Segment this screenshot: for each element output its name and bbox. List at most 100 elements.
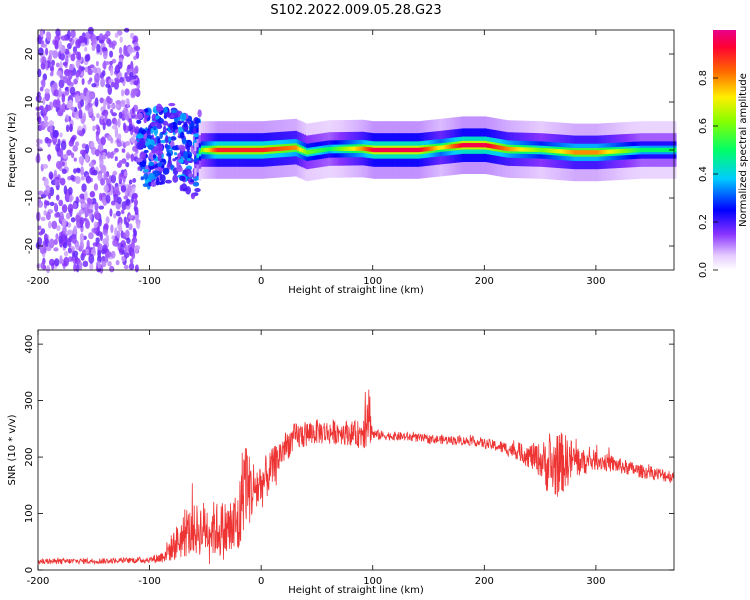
spectrogram-blob bbox=[187, 120, 192, 125]
spectrogram-cell bbox=[319, 148, 322, 153]
spectrogram-noise-blob bbox=[64, 48, 70, 55]
spectrogram-cell bbox=[624, 148, 628, 153]
spectrogram-noise-blob bbox=[124, 72, 128, 79]
spectrogram-noise-blob bbox=[37, 36, 42, 45]
spectrogram-noise-blob bbox=[58, 79, 65, 89]
spectrogram-xlabel: Height of straight line (km) bbox=[288, 285, 424, 296]
spectrogram-noise-blob bbox=[54, 212, 59, 218]
snr-axes: -200 -100 0 100 200 300 0 100 200 300 400 bbox=[24, 330, 674, 587]
spectrogram-cell bbox=[660, 147, 664, 153]
spectrogram-noise-blob bbox=[105, 83, 111, 88]
spectrogram-noise-blob bbox=[58, 40, 63, 51]
spectrogram-noise-blob bbox=[80, 99, 85, 107]
spectrogram-cell bbox=[403, 147, 407, 153]
spectrogram-noise-blob bbox=[85, 143, 90, 154]
spectrogram-blob bbox=[169, 122, 173, 130]
spectrogram-noise-blob bbox=[38, 231, 44, 236]
spectrogram-noise-blob bbox=[84, 66, 88, 73]
spectrogram-noise-blob bbox=[53, 238, 58, 246]
spectrogram-cell bbox=[573, 150, 577, 155]
spectrogram-noise-blob bbox=[109, 60, 113, 66]
spectrogram-noise-blob bbox=[62, 226, 67, 235]
spectrogram-cell bbox=[466, 143, 469, 148]
y-tick-label: 0 bbox=[24, 147, 35, 153]
spectrogram-noise-blob bbox=[49, 201, 55, 207]
spectrogram-cell bbox=[341, 146, 345, 152]
spectrogram-cell bbox=[308, 149, 311, 155]
spectrogram-noise-blob bbox=[91, 115, 96, 122]
spectrogram-noise-blob bbox=[121, 148, 126, 153]
spectrogram-noise-blob bbox=[87, 68, 93, 76]
spectrogram-noise-blob bbox=[45, 47, 49, 56]
spectrogram-cell bbox=[310, 149, 313, 154]
spectrogram-noise-blob bbox=[88, 162, 95, 168]
spectrogram-cell bbox=[243, 147, 246, 153]
spectrogram-cell bbox=[229, 147, 233, 153]
spectrogram-noise-blob bbox=[79, 209, 84, 215]
spectrogram-cell bbox=[330, 146, 333, 152]
spectrogram-noise-blob bbox=[56, 98, 61, 108]
spectrogram-noise-blob bbox=[94, 72, 100, 83]
spectrogram-cell bbox=[408, 147, 411, 153]
spectrogram-blob bbox=[177, 120, 182, 126]
spectrogram-noise-blob bbox=[79, 240, 84, 251]
spectrogram-cell bbox=[475, 143, 478, 148]
spectrogram-noise-blob bbox=[54, 202, 58, 211]
spectrogram-cell bbox=[426, 146, 429, 152]
spectrogram-noise-blob bbox=[131, 251, 136, 260]
spectrogram-blob bbox=[172, 174, 179, 183]
spectrogram-blob bbox=[158, 181, 163, 185]
spectrogram-noise-blob bbox=[78, 108, 83, 119]
spectrogram-blob bbox=[194, 188, 201, 193]
spectrogram-noise-blob bbox=[132, 178, 137, 183]
spectrogram-cell bbox=[497, 145, 501, 150]
spectrogram-cell bbox=[256, 147, 260, 153]
spectrogram-noise-blob bbox=[132, 88, 139, 95]
spectrogram-cell bbox=[238, 147, 242, 153]
spectrogram-cell bbox=[325, 147, 329, 152]
spectrogram-cell bbox=[656, 147, 659, 153]
spectrogram-cell bbox=[564, 149, 568, 154]
x-tick-label: 100 bbox=[363, 276, 382, 287]
spectrogram-noise-blob bbox=[118, 133, 122, 141]
spectrogram-noise-blob bbox=[42, 97, 46, 106]
spectrogram-noise-blob bbox=[45, 185, 51, 193]
spectrogram-noise-blob bbox=[125, 204, 131, 210]
spectrogram-cell bbox=[589, 150, 592, 155]
colorbar: 0.0 0.2 0.4 0.6 0.8 Normalized spectral ampl… bbox=[698, 30, 749, 278]
spectrogram-blob bbox=[188, 173, 193, 178]
spectrogram-noise-blob bbox=[125, 230, 130, 238]
spectrogram-noise-blob bbox=[61, 93, 66, 103]
spectrogram-blob bbox=[155, 176, 160, 185]
spectrogram-noise-blob bbox=[75, 176, 81, 185]
spectrogram-noise-blob bbox=[103, 172, 108, 181]
spectrogram-noise-blob bbox=[133, 205, 137, 212]
spectrogram-noise-blob bbox=[40, 28, 44, 38]
spectrogram-noise-blob bbox=[73, 157, 77, 162]
spectrogram-cell bbox=[600, 150, 603, 155]
spectrogram-cell bbox=[464, 143, 467, 148]
spectrogram-blob bbox=[150, 181, 157, 187]
spectrogram-noise-blob bbox=[44, 238, 49, 247]
spectrogram-cell bbox=[658, 147, 661, 153]
spectrogram-blob bbox=[155, 103, 163, 113]
spectrogram-noise-blob bbox=[102, 152, 107, 160]
spectrogram-cell bbox=[200, 147, 204, 153]
spectrogram-noise-blob bbox=[81, 183, 87, 192]
spectrogram-blob bbox=[136, 157, 143, 163]
spectrogram-noise-blob bbox=[127, 185, 132, 193]
spectrogram-noise-blob bbox=[70, 136, 76, 142]
spectrogram-noise-blob bbox=[59, 255, 63, 265]
spectrogram-noise-blob bbox=[47, 138, 52, 144]
spectrogram-noise-blob bbox=[106, 151, 111, 159]
spectrogram-cell bbox=[546, 148, 550, 153]
spectrogram-noise-blob bbox=[58, 199, 64, 207]
spectrogram-cell bbox=[258, 147, 262, 153]
spectrogram-noise-blob bbox=[63, 256, 70, 267]
spectrogram-cell bbox=[450, 144, 454, 149]
spectrogram-noise-blob bbox=[43, 115, 49, 122]
spectrogram-noise-blob bbox=[110, 174, 117, 184]
spectrogram-blob bbox=[144, 108, 149, 113]
spectrogram-noise-blob bbox=[58, 235, 63, 244]
spectrogram-cell bbox=[218, 147, 222, 153]
